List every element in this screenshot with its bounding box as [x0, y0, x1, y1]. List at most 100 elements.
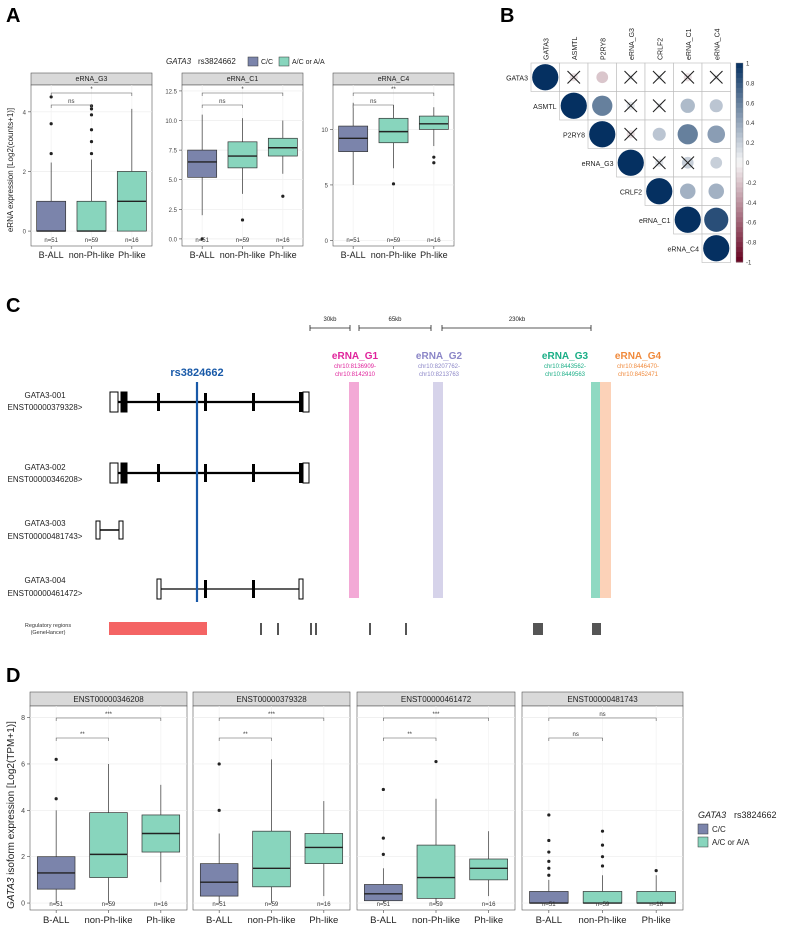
legend-a-key-aa	[278, 56, 290, 67]
significance-label: **	[80, 732, 85, 738]
color-scale-label: -1	[746, 261, 752, 267]
color-scale-segment	[736, 87, 743, 94]
x-tick-label: B-ALL	[341, 250, 366, 260]
panel-a: eRNA_G3 0 2 4 n=51 B-ALL n=59 non-Ph-like n=16 Ph…	[23, 72, 455, 260]
color-scale-segment	[736, 132, 743, 139]
corr-circle	[679, 183, 696, 200]
y-tick-label: 2.5	[169, 208, 178, 214]
non-significant-cross	[652, 70, 666, 84]
corr-circle	[709, 99, 723, 113]
outlier-point	[547, 813, 551, 817]
significance-bracket	[55, 737, 109, 741]
corr-circle	[596, 71, 609, 84]
erna-g4-coords-end: chr10:8452471	[618, 372, 659, 378]
color-scale-label: -0.8	[746, 241, 757, 247]
corr-row-label: ASMTL	[533, 104, 556, 111]
outlier-point	[547, 859, 551, 863]
y-tick-label: 5	[325, 183, 329, 189]
x-tick-label: Ph-like	[269, 250, 297, 260]
color-scale-segment	[736, 192, 743, 198]
sample-size-label: n=51	[49, 902, 63, 908]
significance-bracket	[548, 717, 657, 721]
y-tick-label: 4	[21, 808, 25, 815]
sample-size-label: n=16	[317, 902, 331, 908]
color-scale-segment	[736, 252, 743, 258]
significance-bracket	[201, 104, 243, 108]
y-tick-label: 0.0	[169, 237, 178, 243]
x-tick-label: non-Ph-like	[220, 250, 266, 260]
regulatory-region	[310, 623, 312, 635]
erna-g2-label: eRNA_G2	[416, 351, 463, 362]
corr-row-label: P2RY8	[563, 132, 585, 139]
y-tick-label: 5.0	[169, 178, 178, 184]
y-tick-label: 0	[325, 239, 329, 245]
significance-label: **	[391, 87, 396, 93]
panel-d: ENST00000346208 0 2 4 6 8 n=51 B-ALL n=59 non-Ph-…	[21, 691, 684, 926]
erna-g1-stripe	[349, 382, 359, 598]
color-scale-segment	[736, 207, 743, 213]
facet-title: ENST00000379328	[236, 695, 307, 704]
color-scale-segment	[736, 162, 743, 168]
sample-size-label: n=59	[265, 902, 279, 908]
transcript-001-name: GATA3-001	[24, 391, 66, 400]
non-significant-cross	[652, 156, 666, 170]
x-tick-label: B-ALL	[536, 915, 562, 926]
x-tick-label: Ph-like	[474, 915, 503, 926]
sample-size-label: n=51	[542, 902, 556, 908]
outlier-point	[217, 762, 221, 766]
transcript-004-id: ENST00000461472>	[8, 589, 83, 598]
color-scale-segment	[736, 157, 743, 163]
color-scale-label: 0.4	[746, 121, 755, 127]
panel-label-c: C	[6, 295, 20, 317]
erna-g4-stripe	[600, 382, 611, 598]
corr-row-label: eRNA_C1	[639, 218, 671, 225]
outlier-point	[281, 194, 285, 198]
corr-circle	[560, 92, 587, 119]
outlier-point	[49, 95, 53, 99]
color-scale-segment	[736, 242, 743, 248]
sample-size-label: n=16	[276, 238, 290, 244]
color-scale-label: 0.6	[746, 101, 755, 107]
significance-label: *	[241, 87, 244, 93]
regulatory-label: Regulatory regions	[25, 623, 71, 629]
significance-bracket	[352, 104, 394, 108]
significance-bracket	[50, 92, 133, 96]
box	[89, 812, 128, 878]
distance-label-65kb: 65kb	[388, 317, 402, 323]
legend-d-key-aa	[697, 836, 709, 848]
y-tick-label: 2	[23, 170, 27, 176]
x-tick-label: non-Ph-like	[578, 915, 626, 926]
x-tick-label: B-ALL	[206, 915, 232, 926]
x-tick-label: non-Ph-like	[371, 250, 417, 260]
box	[199, 863, 239, 897]
outlier-point	[240, 218, 245, 222]
regulatory-region	[405, 623, 407, 635]
non-significant-cross	[652, 99, 666, 113]
y-tick-label: 4	[23, 110, 27, 116]
outlier-point	[54, 797, 58, 801]
y-tick-label: 10.0	[165, 119, 177, 125]
sample-size-label: n=51	[377, 902, 391, 908]
panel-label-a: A	[6, 5, 20, 27]
color-scale-label: -0.2	[746, 181, 757, 187]
legend-d-gene: GATA3	[698, 810, 726, 820]
sample-size-label: n=16	[482, 902, 496, 908]
y-tick-label: 6	[21, 761, 25, 768]
outlier-point	[381, 836, 385, 840]
significance-label: ns	[599, 712, 605, 718]
y-tick-label: 10	[321, 128, 328, 134]
sample-size-label: n=59	[85, 238, 99, 244]
panel-label-d: D	[6, 665, 20, 687]
color-scale-segment	[736, 222, 743, 228]
color-scale-segment	[736, 77, 743, 84]
x-tick-label: B-ALL	[190, 250, 215, 260]
sample-size-label: n=16	[427, 238, 441, 244]
sample-size-label: n=59	[429, 902, 443, 908]
x-tick-label: B-ALL	[43, 915, 69, 926]
color-scale-label: 0	[746, 161, 750, 167]
outlier-point	[49, 151, 53, 156]
x-tick-label: B-ALL	[370, 915, 396, 926]
corr-column-label: eRNA_G3	[629, 28, 636, 60]
significance-label: ns	[370, 99, 376, 105]
x-tick-label: Ph-like	[146, 915, 175, 926]
